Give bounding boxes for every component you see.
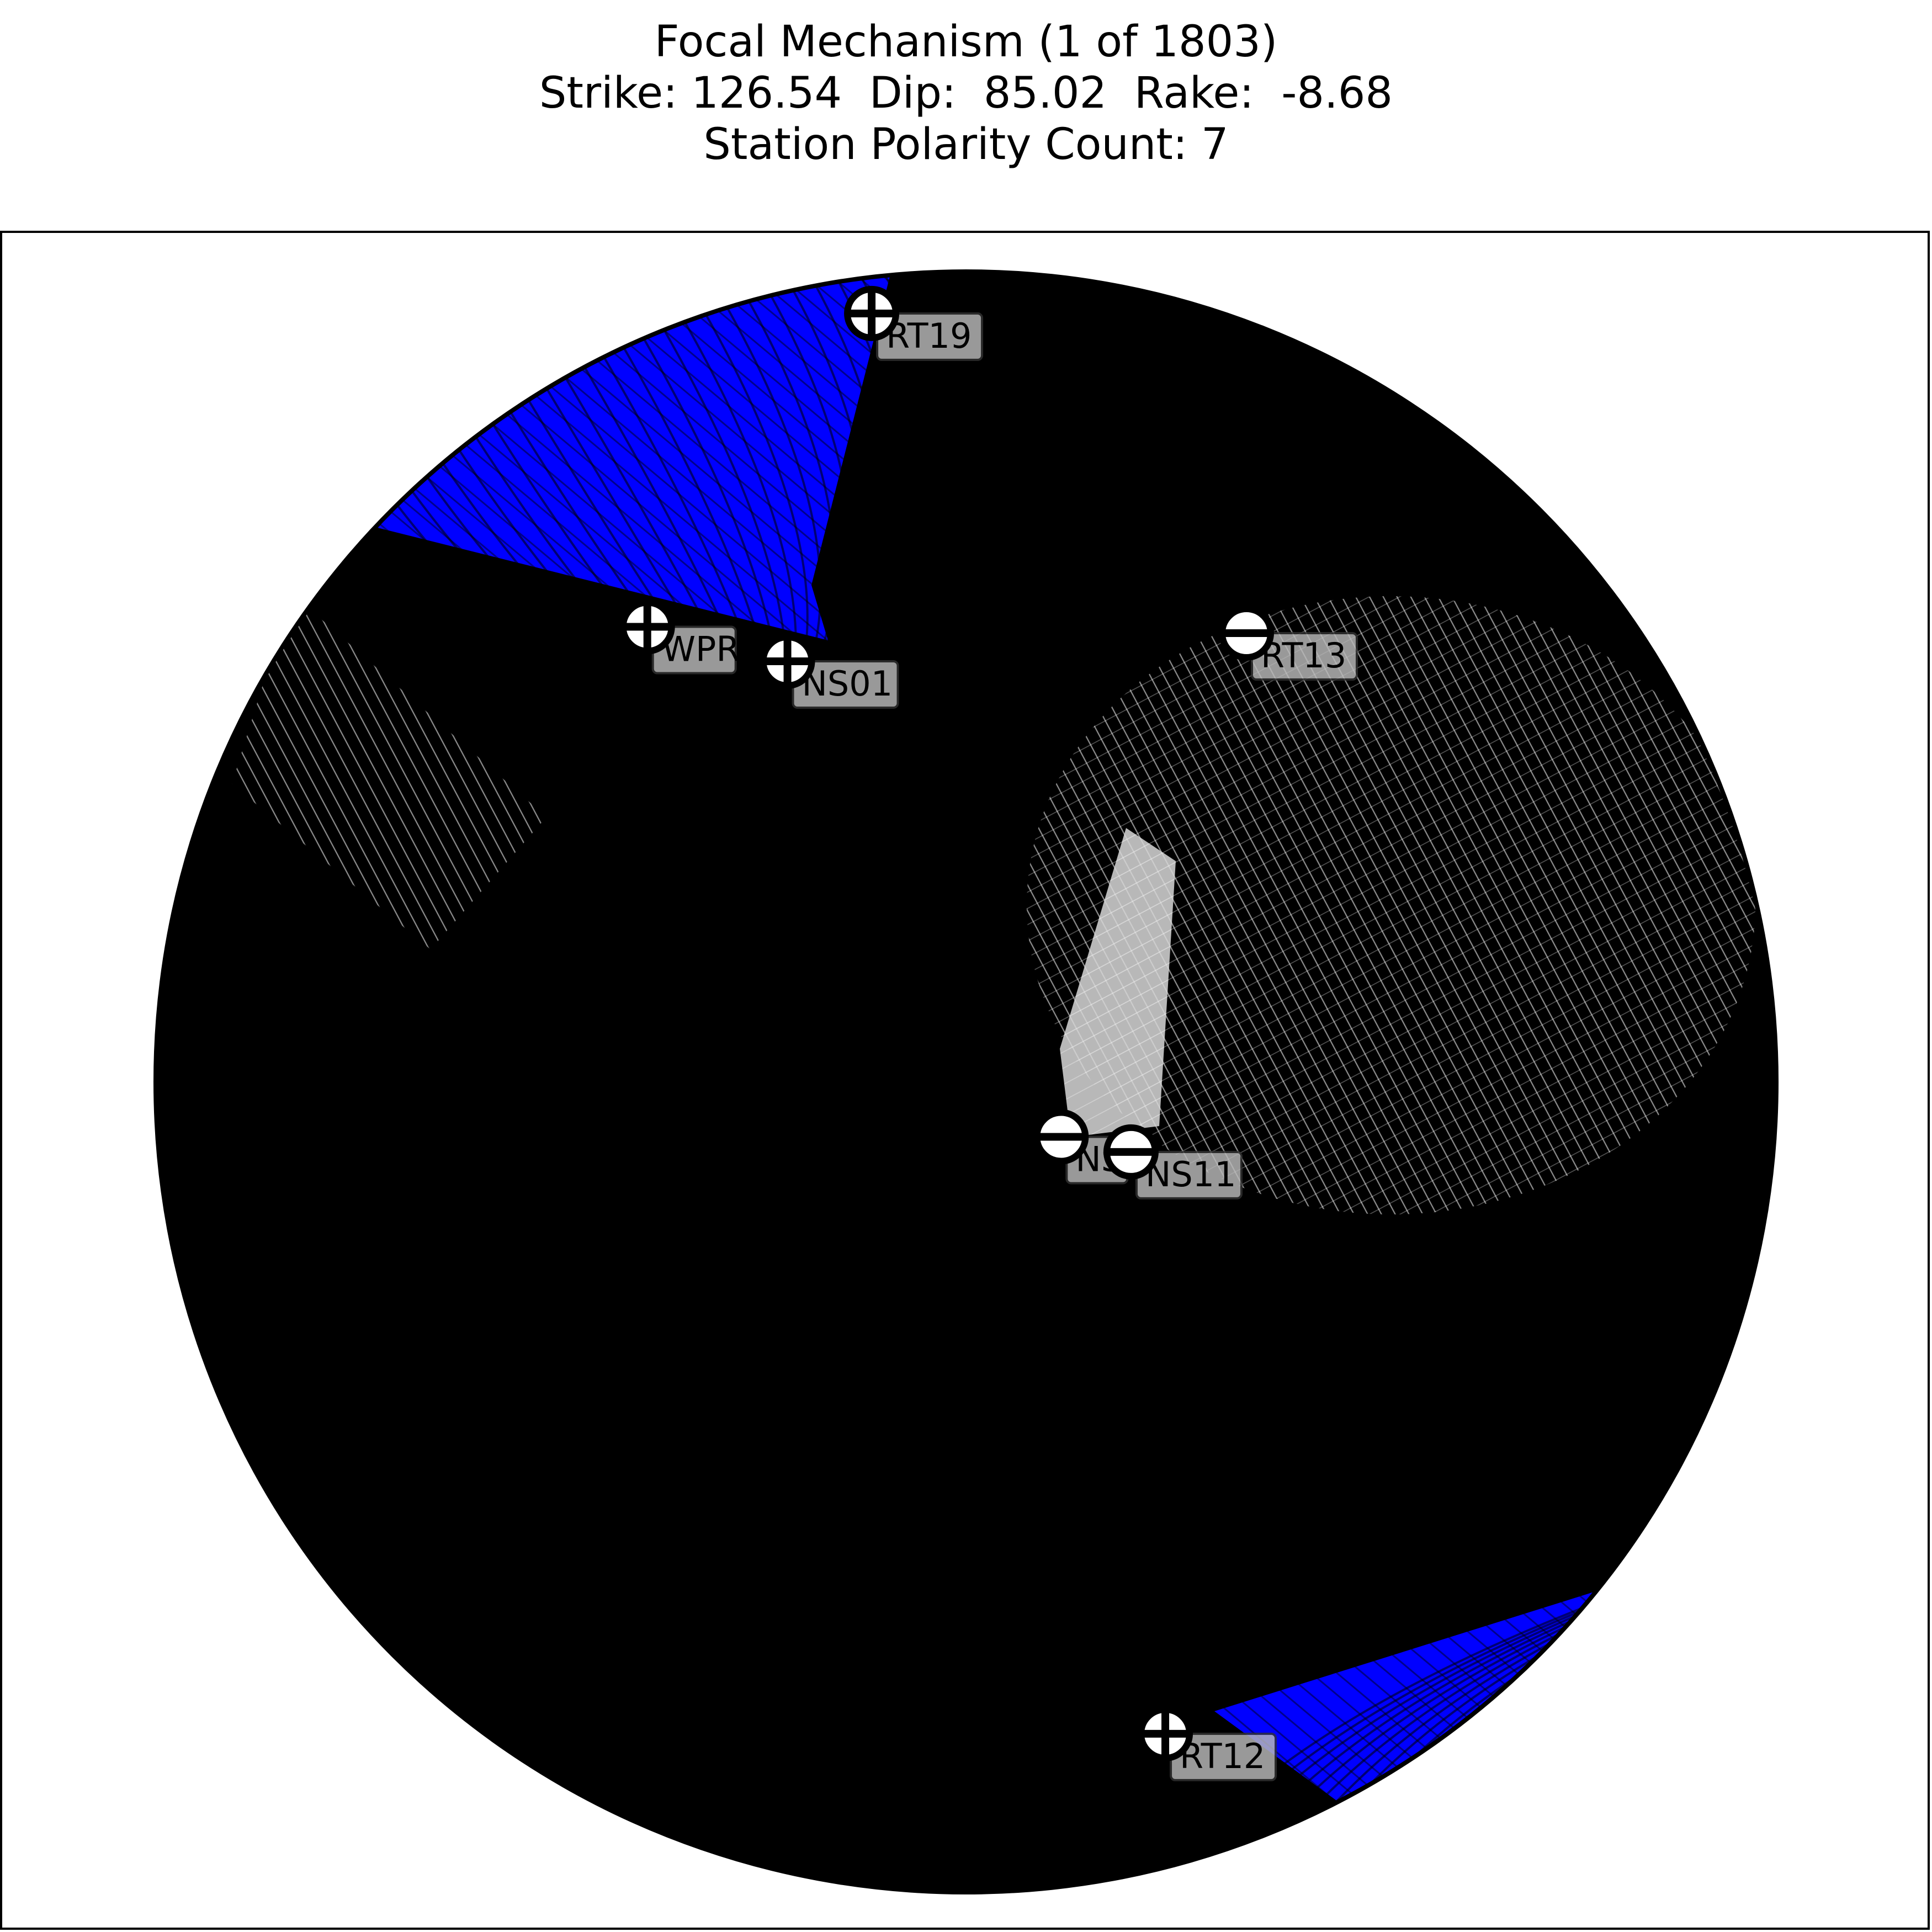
nodal-arc xyxy=(529,317,763,736)
nodal-arc xyxy=(551,311,767,731)
nodal-arc xyxy=(794,272,884,678)
nodal-arc xyxy=(772,272,868,683)
nodal-arc xyxy=(827,272,938,664)
nodal-arc xyxy=(573,306,772,726)
plot-axes-frame xyxy=(0,231,1930,1930)
station-ns11: NS11 xyxy=(1103,1124,1243,1199)
sphere-outline xyxy=(153,269,1779,1894)
station-ns01: NS01 xyxy=(760,633,899,709)
station-label: NS11 xyxy=(1145,1154,1236,1195)
station-label: WPR xyxy=(662,629,740,670)
dilatation-zone-center-lines xyxy=(1060,828,1176,1137)
dilatation-hatching xyxy=(232,596,1755,1214)
title-line-mechanism: Focal Mechanism (1 of 1803) xyxy=(654,17,1278,67)
station-wpr: WPR xyxy=(619,599,740,675)
station-rt19: RT19 xyxy=(844,285,984,361)
figure-title: Focal Mechanism (1 of 1803) Strike: 126.… xyxy=(0,17,1932,171)
nodal-arc xyxy=(750,272,851,688)
dilatation-zone-east-cross xyxy=(1027,596,1755,1214)
station-label: RT13 xyxy=(1261,635,1346,676)
nodal-arc xyxy=(705,272,822,697)
station-rt13: RT13 xyxy=(1218,606,1358,681)
station-rt12: RT12 xyxy=(1138,1706,1277,1781)
nodal-arc xyxy=(728,272,836,692)
dilatation-zone-northwest xyxy=(232,607,546,949)
nodal-arc xyxy=(507,323,758,741)
focal-sphere xyxy=(156,272,1776,1892)
nodal-arc xyxy=(485,328,754,746)
station-label: NS01 xyxy=(802,664,893,704)
title-line-polarity-count: Station Polarity Count: 7 xyxy=(703,120,1229,169)
station-label: RT19 xyxy=(886,316,972,356)
title-line-strike-dip-rake: Strike: 126.54 Dip: 85.02 Rake: -8.68 xyxy=(539,68,1393,118)
station-label: RT12 xyxy=(1180,1736,1265,1776)
